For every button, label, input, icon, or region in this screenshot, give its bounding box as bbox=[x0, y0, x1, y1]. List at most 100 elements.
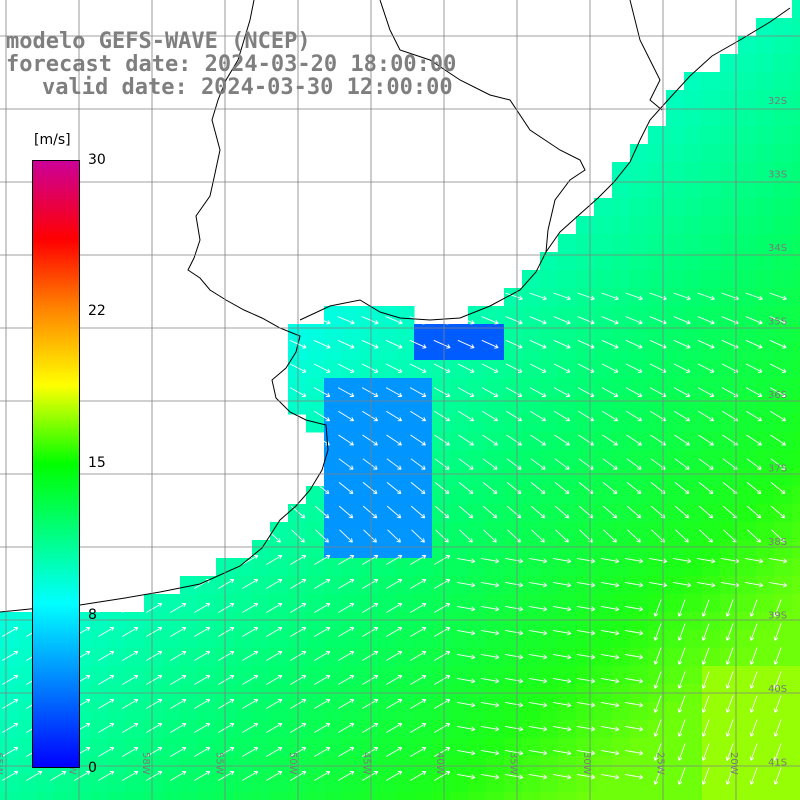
wind-cell bbox=[504, 468, 523, 487]
wind-arrow bbox=[97, 698, 115, 709]
wind-arrow bbox=[530, 482, 546, 495]
wind-arrow bbox=[386, 458, 402, 470]
wind-cell bbox=[180, 792, 199, 800]
wind-cell bbox=[252, 648, 271, 667]
wind-cell bbox=[720, 756, 739, 775]
wind-arrow bbox=[577, 701, 596, 708]
wind-arrow bbox=[433, 722, 451, 733]
wind-cell bbox=[342, 648, 361, 667]
wind-cell bbox=[648, 216, 667, 235]
wind-cell bbox=[198, 756, 217, 775]
wind-cell bbox=[792, 18, 800, 37]
wind-cell bbox=[594, 468, 613, 487]
wind-arrow bbox=[554, 410, 571, 422]
wind-cell bbox=[792, 54, 800, 73]
latitude-label: 36S bbox=[768, 390, 787, 401]
wind-cell bbox=[648, 252, 667, 271]
wind-cell bbox=[558, 288, 577, 307]
wind-cell bbox=[324, 486, 343, 505]
wind-arrow bbox=[749, 767, 758, 785]
wind-arrow bbox=[529, 605, 548, 612]
wind-cell bbox=[396, 540, 415, 559]
wind-cell bbox=[432, 450, 451, 469]
wind-arrow bbox=[169, 674, 187, 685]
wind-cell bbox=[486, 486, 505, 505]
wind-arrow bbox=[529, 749, 548, 756]
wind-cell bbox=[306, 522, 325, 541]
wind-cell bbox=[288, 756, 307, 775]
wind-cell bbox=[684, 342, 703, 361]
wind-cell bbox=[288, 378, 307, 397]
wind-cell bbox=[630, 612, 649, 631]
wind-arrow bbox=[626, 505, 642, 519]
wind-arrow bbox=[457, 339, 475, 349]
wind-cell bbox=[774, 234, 793, 253]
wind-cell bbox=[774, 72, 793, 91]
wind-cell bbox=[522, 414, 541, 433]
wind-cell bbox=[612, 540, 631, 559]
wind-cell bbox=[270, 630, 289, 649]
wind-arrow bbox=[697, 387, 715, 397]
wind-cell bbox=[522, 342, 541, 361]
wind-cell bbox=[36, 792, 55, 800]
wind-cell bbox=[306, 324, 325, 343]
wind-cell bbox=[612, 252, 631, 271]
wind-arrow bbox=[385, 602, 403, 613]
wind-arrow bbox=[602, 434, 618, 446]
wind-cell bbox=[288, 360, 307, 379]
wind-cell bbox=[738, 774, 757, 793]
wind-cell bbox=[738, 630, 757, 649]
wind-arrow bbox=[625, 316, 643, 325]
wind-cell bbox=[36, 774, 55, 793]
wind-cell bbox=[702, 216, 721, 235]
wind-cell bbox=[666, 540, 685, 559]
wind-arrow bbox=[362, 434, 378, 446]
wind-arrow bbox=[482, 410, 499, 422]
wind-cell bbox=[738, 378, 757, 397]
longitude-label: 50W bbox=[287, 752, 298, 775]
wind-cell bbox=[612, 450, 631, 469]
wind-cell bbox=[486, 522, 505, 541]
wind-arrow bbox=[241, 554, 259, 565]
wind-cell bbox=[396, 792, 415, 800]
latitude-label: 39S bbox=[768, 611, 787, 622]
wind-arrow bbox=[410, 458, 426, 470]
wind-cell bbox=[378, 306, 397, 325]
wind-arrow bbox=[121, 674, 139, 685]
wind-arrow bbox=[481, 605, 500, 612]
wind-cell bbox=[324, 738, 343, 757]
wind-cell bbox=[306, 612, 325, 631]
wind-cell bbox=[450, 720, 469, 739]
wind-cell bbox=[594, 648, 613, 667]
wind-cell bbox=[522, 540, 541, 559]
wind-arrow bbox=[554, 458, 570, 470]
wind-arrow bbox=[674, 434, 690, 446]
wind-cell bbox=[108, 612, 127, 631]
wind-cell bbox=[702, 360, 721, 379]
wind-cell bbox=[648, 594, 667, 613]
wind-cell bbox=[666, 612, 685, 631]
wind-cell bbox=[774, 630, 793, 649]
wind-arrow bbox=[577, 316, 595, 325]
wind-cell bbox=[486, 396, 505, 415]
wind-cell bbox=[630, 666, 649, 685]
wind-arrow bbox=[673, 387, 691, 397]
wind-arrow bbox=[363, 529, 377, 543]
wind-cell bbox=[270, 720, 289, 739]
wind-cell bbox=[738, 54, 757, 73]
latitude-label: 38S bbox=[768, 537, 787, 548]
wind-cell bbox=[360, 738, 379, 757]
wind-cell bbox=[486, 630, 505, 649]
wind-cell bbox=[522, 270, 541, 289]
wind-cell bbox=[468, 756, 487, 775]
wind-cell bbox=[720, 504, 739, 523]
wind-arrow bbox=[673, 557, 692, 564]
wind-cell bbox=[342, 324, 361, 343]
wind-cell bbox=[432, 468, 451, 487]
wind-arrow bbox=[314, 505, 330, 519]
wind-arrow bbox=[265, 650, 283, 661]
wind-cell bbox=[738, 342, 757, 361]
wind-arrow bbox=[553, 629, 572, 636]
wind-cell bbox=[630, 486, 649, 505]
wind-arrow bbox=[529, 387, 547, 397]
